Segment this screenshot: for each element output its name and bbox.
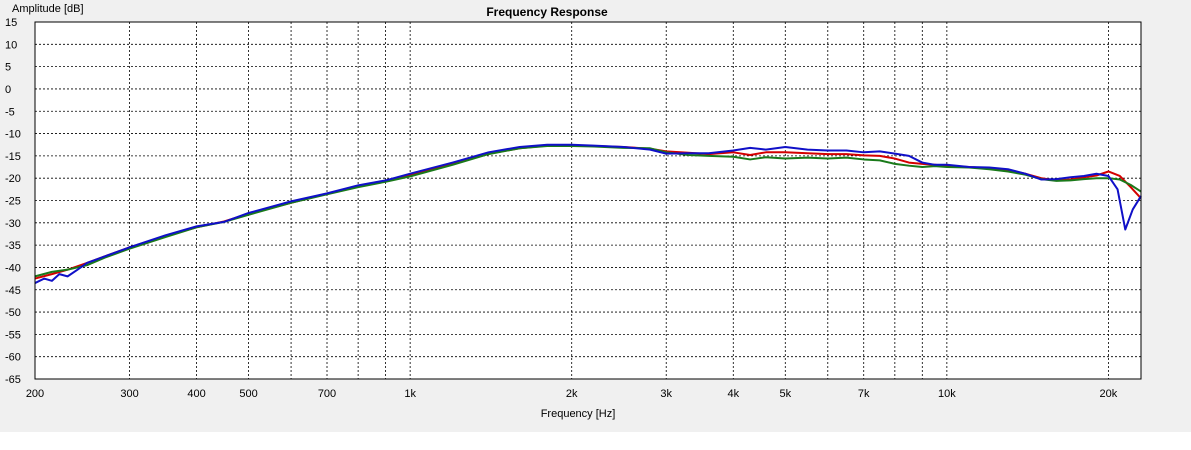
x-tick-label: 20k xyxy=(1100,388,1118,400)
plot-border xyxy=(34,21,1142,380)
y-tick-labels: 15 10 5 0 -5 -10 -15 -20 -25 -30 -35 -40 -45 -50 -55 -6… xyxy=(5,17,21,386)
frequency-response-chart: 15 10 5 0 -5 -10 -15 -20 -25 -30 -35 -40 -45 -50 -55 -6… xyxy=(5,3,1142,420)
y-tick-label: -50 xyxy=(5,307,21,319)
y-tick-label: -30 xyxy=(5,218,21,230)
x-tick-label: 300 xyxy=(120,388,138,400)
y-tick-label: -15 xyxy=(5,151,21,163)
y-tick-label: -35 xyxy=(5,240,21,252)
y-tick-label: 5 xyxy=(5,62,11,74)
x-tick-label: 10k xyxy=(938,388,956,400)
y-axis-label: Amplitude [dB] xyxy=(12,3,84,15)
x-tick-label: 3k xyxy=(660,388,672,400)
y-tick-label: -55 xyxy=(5,329,21,341)
x-gridlines xyxy=(129,22,1109,379)
y-tick-label: 0 xyxy=(5,84,11,96)
x-tick-label: 4k xyxy=(727,388,739,400)
series-group xyxy=(34,143,1142,284)
y-tick-label: -5 xyxy=(5,106,15,118)
x-tick-label: 1k xyxy=(404,388,416,400)
y-tick-label: -40 xyxy=(5,262,21,274)
x-tick-label: 500 xyxy=(239,388,257,400)
y-tick-label: -25 xyxy=(5,196,21,208)
y-tick-label: -20 xyxy=(5,173,21,185)
chart-window: 15 10 5 0 -5 -10 -15 -20 -25 -30 -35 -40 -45 -50 -55 -6… xyxy=(0,0,1191,432)
x-tick-label: 5k xyxy=(779,388,791,400)
x-tick-label: 200 xyxy=(26,388,44,400)
y-tick-label: 10 xyxy=(5,39,17,51)
x-tick-label: 7k xyxy=(858,388,870,400)
y-tick-label: -60 xyxy=(5,352,21,364)
x-axis-label: Frequency [Hz] xyxy=(541,408,616,420)
y-tick-label: -10 xyxy=(5,129,21,141)
x-tick-label: 2k xyxy=(566,388,578,400)
x-tick-labels: 200 300 400 500 700 1k 2k 3k 4k 5k 7k 10k 20k xyxy=(26,388,1118,400)
y-tick-label: -45 xyxy=(5,285,21,297)
x-tick-label: 700 xyxy=(318,388,336,400)
y-tick-label: -65 xyxy=(5,374,21,386)
x-tick-label: 400 xyxy=(187,388,205,400)
series-line-3 xyxy=(34,143,1142,284)
chart-title: Frequency Response xyxy=(486,5,608,19)
y-tick-label: 15 xyxy=(5,17,17,29)
